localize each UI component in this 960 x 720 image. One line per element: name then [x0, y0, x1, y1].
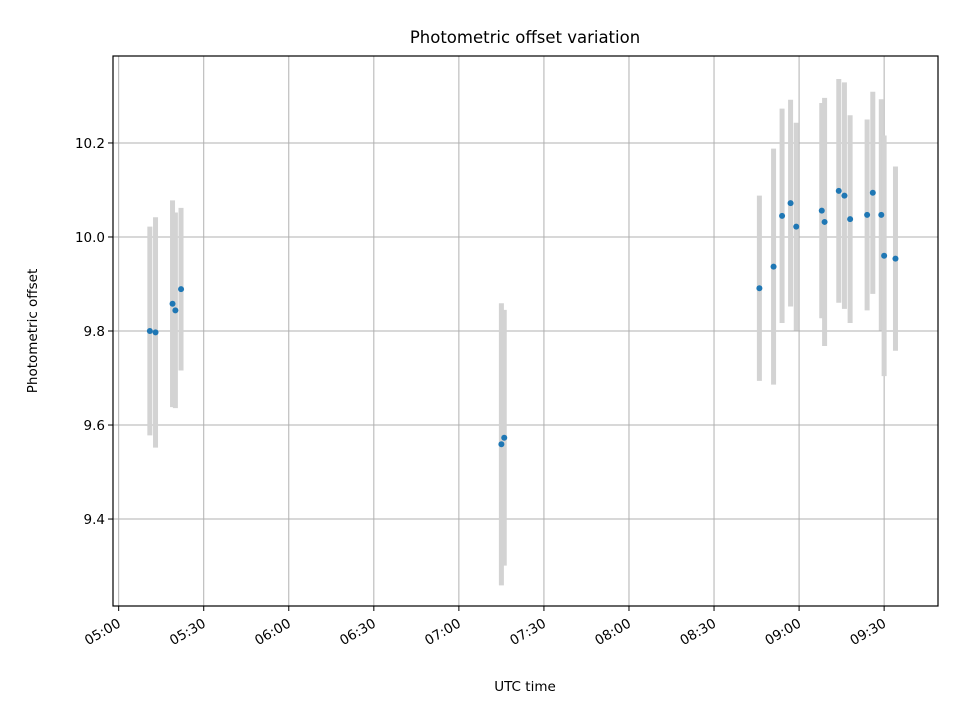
- data-point: [756, 285, 763, 292]
- chart-title: Photometric offset variation: [410, 28, 640, 47]
- data-point: [501, 434, 508, 441]
- y-tick-label: 10.0: [75, 230, 105, 246]
- data-point: [793, 223, 800, 230]
- y-axis-label: Photometric offset: [25, 269, 41, 393]
- data-point: [881, 252, 888, 259]
- data-point: [779, 212, 786, 219]
- data-point: [770, 263, 777, 270]
- data-point: [498, 441, 505, 448]
- y-tick-label: 10.2: [75, 136, 105, 152]
- data-point: [146, 328, 153, 334]
- y-tick-label: 9.6: [84, 418, 105, 434]
- data-point: [821, 218, 828, 225]
- data-points: [146, 187, 899, 448]
- grid: [113, 56, 938, 606]
- data-point: [172, 307, 179, 314]
- data-point: [841, 192, 848, 199]
- data-point: [864, 211, 871, 218]
- data-point: [152, 329, 159, 336]
- y-tick-label: 9.8: [84, 324, 105, 340]
- data-point: [787, 200, 794, 207]
- y-tick-label: 9.4: [84, 512, 105, 528]
- data-point: [847, 216, 854, 223]
- y-axis-ticks: 9.4 9.6 9.8 10.0 10.2: [75, 136, 113, 528]
- data-point: [818, 207, 825, 214]
- data-point: [169, 300, 176, 307]
- data-point: [892, 255, 899, 262]
- x-axis-label: UTC time: [494, 679, 556, 695]
- data-point: [878, 211, 885, 218]
- data-point: [869, 189, 876, 196]
- data-point: [835, 187, 842, 194]
- data-point: [178, 286, 185, 293]
